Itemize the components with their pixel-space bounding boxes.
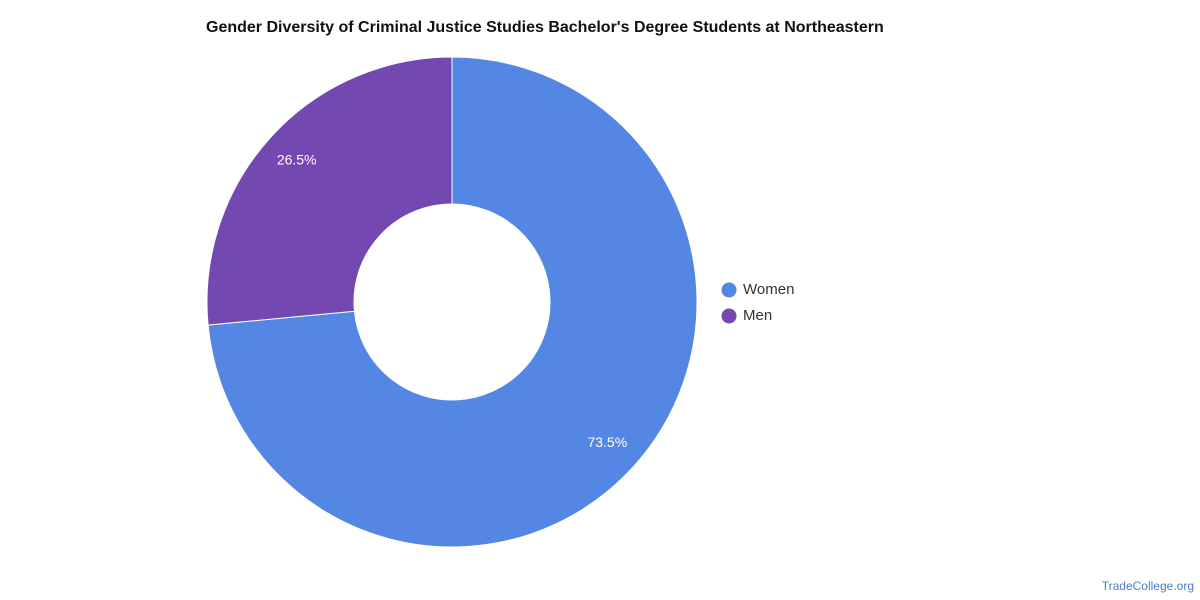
legend-label: Women: [743, 281, 794, 298]
slice: [207, 56, 698, 548]
legend-marker: [721, 282, 737, 298]
data-label: 26.5%: [277, 151, 317, 167]
slice: [206, 56, 453, 326]
data-label: 73.5%: [587, 434, 627, 450]
legend-marker: [721, 308, 737, 324]
source: TradeCollege.org: [1102, 579, 1194, 593]
legend-label: Men: [743, 307, 772, 324]
chart-title: Gender Diversity of Criminal Justice Stu…: [206, 19, 884, 36]
